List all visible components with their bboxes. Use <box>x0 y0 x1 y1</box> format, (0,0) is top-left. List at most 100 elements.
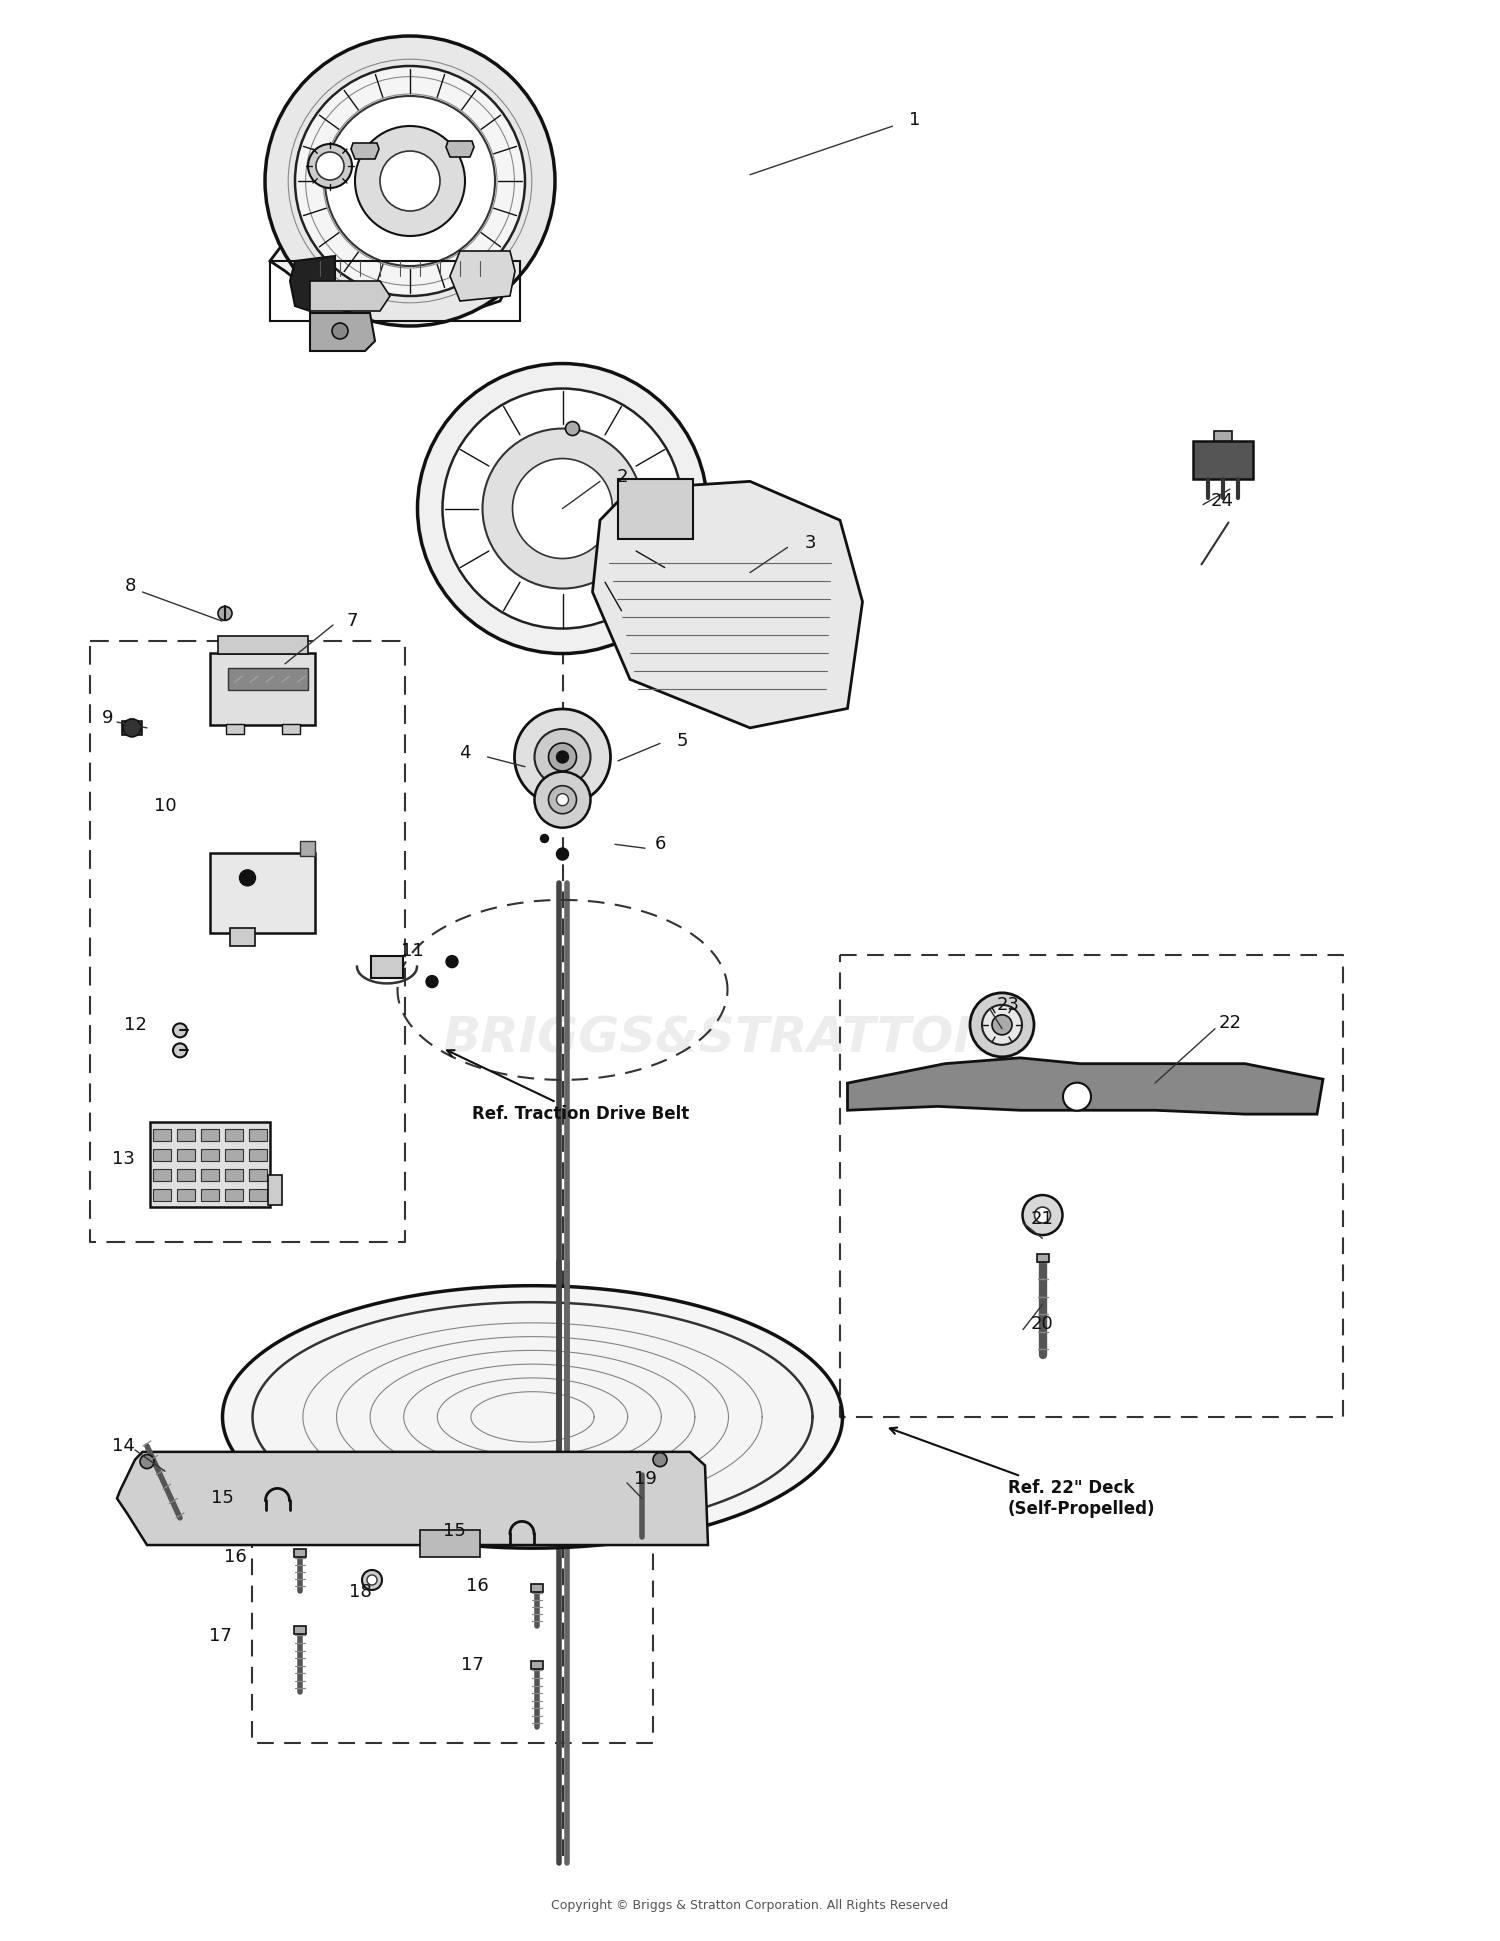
Circle shape <box>1064 1083 1090 1110</box>
Bar <box>150 1122 270 1207</box>
Text: 14: 14 <box>111 1436 135 1456</box>
Polygon shape <box>351 144 380 159</box>
Bar <box>153 1168 171 1180</box>
Bar <box>282 724 300 734</box>
Circle shape <box>296 66 525 295</box>
Text: 8: 8 <box>124 576 136 596</box>
Polygon shape <box>450 250 514 301</box>
Bar <box>225 1188 243 1201</box>
Circle shape <box>380 151 440 212</box>
Bar <box>294 1627 306 1634</box>
Circle shape <box>982 1005 1022 1044</box>
Bar <box>531 1584 543 1592</box>
Text: Copyright © Briggs & Stratton Corporation. All Rights Reserved: Copyright © Briggs & Stratton Corporatio… <box>552 1898 948 1912</box>
Text: 10: 10 <box>153 796 177 815</box>
Text: 6: 6 <box>654 835 666 854</box>
Bar <box>153 1128 171 1141</box>
Circle shape <box>332 322 348 340</box>
Bar <box>1192 441 1252 479</box>
Text: 11: 11 <box>400 941 424 961</box>
Circle shape <box>652 1452 668 1467</box>
Circle shape <box>556 848 568 860</box>
Bar <box>249 1149 267 1161</box>
Circle shape <box>308 144 352 188</box>
Text: 24: 24 <box>1210 491 1234 510</box>
Bar <box>177 1149 195 1161</box>
Circle shape <box>140 1454 154 1469</box>
Circle shape <box>417 363 708 654</box>
Text: Ref. 22" Deck
(Self-Propelled): Ref. 22" Deck (Self-Propelled) <box>890 1427 1155 1518</box>
Text: 1: 1 <box>909 111 921 130</box>
Bar <box>201 1149 219 1161</box>
Bar <box>1214 431 1231 441</box>
Bar <box>177 1128 195 1141</box>
Circle shape <box>556 794 568 806</box>
Bar <box>225 1128 243 1141</box>
Circle shape <box>970 994 1034 1056</box>
Circle shape <box>566 421 579 435</box>
Text: 13: 13 <box>111 1149 135 1168</box>
Text: 12: 12 <box>123 1015 147 1035</box>
Polygon shape <box>117 1452 708 1545</box>
Polygon shape <box>618 479 693 538</box>
Text: 20: 20 <box>1030 1314 1054 1333</box>
Bar <box>201 1188 219 1201</box>
Text: 16: 16 <box>224 1547 248 1566</box>
Bar <box>268 1174 282 1205</box>
Text: BRIGGS&STRATTON: BRIGGS&STRATTON <box>444 1015 996 1062</box>
Polygon shape <box>290 256 334 311</box>
Bar <box>531 1661 543 1669</box>
Text: Ref. Traction Drive Belt: Ref. Traction Drive Belt <box>447 1050 690 1124</box>
Text: 16: 16 <box>465 1576 489 1596</box>
Bar <box>177 1188 195 1201</box>
Bar <box>228 668 308 691</box>
Bar <box>300 840 315 856</box>
Circle shape <box>540 835 549 842</box>
Circle shape <box>368 1574 376 1586</box>
Circle shape <box>446 955 458 969</box>
Bar <box>122 720 142 736</box>
Bar <box>153 1188 171 1201</box>
Polygon shape <box>310 281 390 311</box>
Circle shape <box>266 37 555 326</box>
Bar <box>210 652 315 726</box>
Bar <box>153 1149 171 1161</box>
Circle shape <box>1035 1207 1050 1223</box>
Polygon shape <box>222 1285 843 1549</box>
Text: 23: 23 <box>996 996 1020 1015</box>
Text: 15: 15 <box>210 1489 234 1508</box>
Bar <box>249 1188 267 1201</box>
Bar <box>230 928 255 945</box>
Polygon shape <box>446 142 474 157</box>
Polygon shape <box>592 481 862 728</box>
Polygon shape <box>310 313 375 351</box>
Text: 17: 17 <box>209 1627 232 1646</box>
Circle shape <box>442 388 682 629</box>
Text: 21: 21 <box>1030 1209 1054 1229</box>
Circle shape <box>316 151 344 181</box>
Circle shape <box>992 1015 1012 1035</box>
Text: 18: 18 <box>348 1582 372 1601</box>
Circle shape <box>240 870 255 885</box>
Circle shape <box>326 95 495 266</box>
Circle shape <box>362 1570 382 1590</box>
Text: 7: 7 <box>346 611 358 631</box>
Text: 4: 4 <box>459 743 471 763</box>
Bar <box>249 1128 267 1141</box>
Circle shape <box>513 458 612 559</box>
Circle shape <box>556 751 568 763</box>
Circle shape <box>172 1023 188 1036</box>
Bar <box>1036 1254 1048 1262</box>
Text: 15: 15 <box>442 1522 466 1541</box>
Circle shape <box>483 429 642 588</box>
Polygon shape <box>420 1530 480 1557</box>
Text: 2: 2 <box>616 468 628 487</box>
Circle shape <box>549 786 576 813</box>
Text: 9: 9 <box>102 708 114 728</box>
Circle shape <box>123 718 141 738</box>
Circle shape <box>426 976 438 988</box>
Bar <box>217 637 308 654</box>
Circle shape <box>356 126 465 237</box>
Circle shape <box>534 773 591 827</box>
Circle shape <box>549 743 576 771</box>
